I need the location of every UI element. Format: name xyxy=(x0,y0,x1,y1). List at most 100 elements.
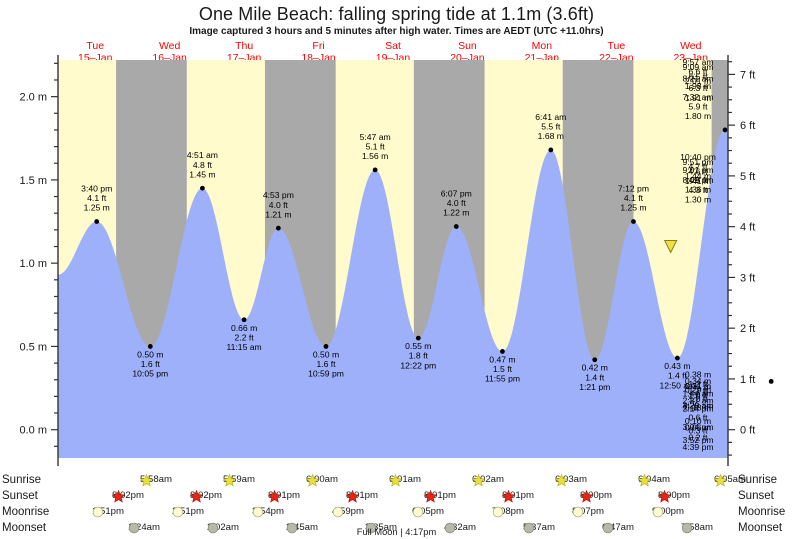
astro-row-label-left-sunrise: Sunrise xyxy=(2,474,41,486)
y-axis-label-right: 1 ft xyxy=(740,374,755,386)
y-axis-label-left: 2.0 m xyxy=(19,92,47,104)
astro-sunrise-entry: 6:05am xyxy=(714,474,746,487)
tide-extreme-label-line: 1.4 ft xyxy=(668,371,688,381)
tide-extreme-label-line: 0.50 m xyxy=(137,349,163,359)
astro-moonset-entry: 7:58am xyxy=(681,522,713,534)
tide-extreme-label-line: 1.25 m xyxy=(84,203,110,213)
tide-extreme-label: 5:47 am 5.1 ft 1.56 m xyxy=(360,132,391,161)
tide-extreme-label-line: 9:09 am xyxy=(682,62,713,72)
astro-row-label-right-moonset: Moonset xyxy=(738,522,783,534)
moon-circle-icon xyxy=(332,506,344,518)
tide-extreme-label-line: 3:52 pm xyxy=(682,435,713,445)
astro-sunset-time: 8:02pm xyxy=(190,490,222,501)
axes: 0.0 m 0.5 m 1.0 m 1.5 m 2.0 m 0 ft 1 ft 2 ft 3 f… xyxy=(19,55,755,466)
moon-phase-name: Full Moon xyxy=(356,527,398,537)
astro-sunrise-time: 5:58am xyxy=(140,474,172,485)
astro-moonrise-entry: 3:54pm xyxy=(252,506,284,518)
tide-extreme-label-line: 1:21 pm xyxy=(579,382,610,392)
astro-moonrise-time: 4:59pm xyxy=(332,506,364,517)
tide-extreme-label-line: 4.0 ft xyxy=(269,200,289,210)
tide-extreme-label-line: 0.50 m xyxy=(313,349,339,359)
tide-extreme-label-line: 0.06 m xyxy=(685,423,711,433)
tide-extreme-label-line: 10:59 pm xyxy=(308,369,344,379)
tide-extreme-label: 0.38 m 1.2 ft 1:44 am xyxy=(682,369,713,398)
astro-moonset-entry: 3:35am xyxy=(365,522,397,534)
tide-extreme-label-line: 1.8 ft xyxy=(409,351,429,361)
tide-extreme-label: 0.55 m 1.8 ft 12:22 pm xyxy=(400,341,436,370)
astro-sunset-entry: 8:01pm xyxy=(346,490,378,503)
day-header-weekday: Thu xyxy=(235,40,254,52)
tide-extreme-label-line: 4.7 ft xyxy=(688,161,708,171)
moon-phase-separator: | xyxy=(400,527,403,537)
tide-extreme-label-line: 0.6 ft xyxy=(688,412,708,422)
day-header-weekday: Fri xyxy=(312,40,325,52)
astro-moonset-time: 4:32am xyxy=(444,522,476,533)
tide-extreme-label-line: 8:21 am xyxy=(682,74,713,84)
tide-extreme-label-line: 0.29 m xyxy=(685,384,711,394)
tide-extreme-label-line: 5.9 ft xyxy=(688,102,708,112)
astro-sunrise-entry: 6:02am xyxy=(472,474,504,487)
tide-extreme-label: 6:07 pm 4.0 ft 1.22 m xyxy=(441,189,472,218)
tide-extreme-label: 4:53 pm 4.0 ft 1.21 m xyxy=(263,190,294,219)
tide-extreme-label-line: 6.3 ft xyxy=(688,83,708,93)
astro-moonrise-time: 2:51pm xyxy=(172,506,204,517)
tide-extreme-label: 0.31 m 1.0 ft 3:28 am xyxy=(682,381,713,410)
tide-curve-group xyxy=(58,94,728,458)
moon-circle-icon xyxy=(492,506,504,518)
tide-extreme-label-line: 8:09 pm xyxy=(682,175,713,185)
astro-moonrise-time: 8:07pm xyxy=(572,506,604,517)
tide-extreme-label-line: 0.31 m xyxy=(685,381,711,391)
tide-extreme-label-line: 1.36 m xyxy=(685,184,711,194)
tide-extreme-label: 8:21 am 6.3 ft 1.91 m xyxy=(682,74,713,103)
tide-extreme-label-line: 1.91 m xyxy=(685,93,711,103)
tide-extreme-label: 0.43 m 1.4 ft 12:50 am xyxy=(659,361,695,390)
star-icon xyxy=(268,490,281,503)
tide-extreme-dot xyxy=(372,167,378,173)
tide-extreme-label-line: 1.45 m xyxy=(189,169,215,179)
day-header-weekday: Wed xyxy=(680,40,702,52)
tide-extreme-label-line: 1.80 m xyxy=(685,111,711,121)
tide-extreme-label-line: 2.2 ft xyxy=(235,332,255,342)
tide-extreme-label-line: 4.3 ft xyxy=(688,185,708,195)
star-icon xyxy=(389,474,402,487)
moon-circle-icon xyxy=(207,522,219,534)
y-axis-label-left: 1.0 m xyxy=(19,258,47,270)
y-axis-label-right: 3 ft xyxy=(740,272,755,284)
astro-moonset-entry: 4:32am xyxy=(444,522,476,534)
astro-sunset-time: 8:00pm xyxy=(658,490,690,501)
tide-extreme-label-line: 4:53 pm xyxy=(263,190,294,200)
y-axis-label-left: 0.0 m xyxy=(19,425,47,437)
tide-extreme-label-line: 4.6 ft xyxy=(688,166,708,176)
astro-row-label-left-moonset: Moonset xyxy=(2,522,47,534)
day-header-weekday: Sat xyxy=(385,40,401,52)
day-header-weekday: Tue xyxy=(607,40,626,52)
tide-extreme-label-line: 1.22 m xyxy=(443,208,469,218)
astro-sunrise-entry: 6:04am xyxy=(638,474,670,487)
tide-extreme-dot xyxy=(241,317,247,323)
astro-sunset-time: 8:00pm xyxy=(580,490,612,501)
tide-extreme-label-line: 1.68 m xyxy=(538,131,564,141)
tide-extreme-dot xyxy=(548,147,554,153)
astro-moonset-time: 1:24am xyxy=(128,522,160,533)
tide-extreme-label-line: 4.1 ft xyxy=(87,193,107,203)
astro-sunrise-time: 6:01am xyxy=(389,474,421,485)
tide-extreme-label-line: 2.01 m xyxy=(685,76,711,86)
moon-circle-icon xyxy=(128,522,140,534)
tide-extreme-label-line: 1.6 ft xyxy=(141,359,161,369)
astro-moonrise-time: 3:54pm xyxy=(252,506,284,517)
astro-sunset-time: 8:01pm xyxy=(502,490,534,501)
tide-extreme-label: 4:51 am 4.8 ft 1.45 m xyxy=(187,150,218,179)
tide-extreme-labels: 3:40 pm 4.1 ft 1.25 m0.50 m 1.6 ft 10:05 pm4… xyxy=(81,57,774,452)
tide-extreme-label-line: 4:51 am xyxy=(187,150,218,160)
moon-circle-icon xyxy=(523,522,535,534)
tide-extreme-label-line: 7:12 pm xyxy=(618,184,649,194)
tide-extreme-label-line: 4:20 am xyxy=(682,400,713,410)
astro-moonset-entry: 2:45am xyxy=(286,522,318,534)
astro-sunset-entry: 8:01pm xyxy=(502,490,534,503)
y-axis-label-right: 2 ft xyxy=(740,323,755,335)
star-icon xyxy=(638,474,651,487)
astro-table: Sunrise Sunrise Sunset Sunset Moonrise Moonri… xyxy=(0,472,793,539)
tide-extreme-label-line: 0.42 m xyxy=(582,363,608,373)
astro-moonrise-entry: 6:05pm xyxy=(412,506,444,518)
